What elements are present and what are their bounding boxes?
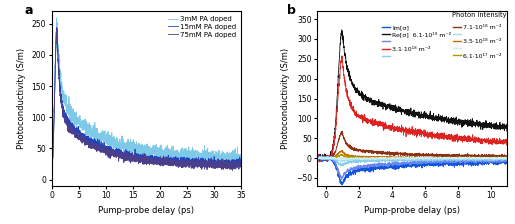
3mM PA doped (46, 177, 52, 179)
15mM PA doped (134, 154, 141, 157)
75mM PA doped (233, 164, 239, 166)
Y-axis label: Photoconductivity (S/m): Photoconductivity (S/m) (17, 48, 26, 149)
15mM PA doped (233, 166, 239, 169)
Line: 3mM PA doped: 3mM PA doped (49, 18, 242, 187)
75mM PA doped (46, 180, 52, 183)
Text: Photon intensity: Photon intensity (452, 12, 506, 18)
15mM PA doped (46, 180, 52, 182)
X-axis label: Pump-probe delay (ps): Pump-probe delay (ps) (98, 206, 195, 215)
Y-axis label: Photoconductivity (S/m): Photoconductivity (S/m) (281, 48, 290, 149)
3mM PA doped (140, 151, 146, 154)
3mM PA doped (56, 58, 62, 60)
3mM PA doped (233, 156, 239, 159)
3mM PA doped (198, 162, 204, 165)
Text: b: b (287, 4, 296, 17)
15mM PA doped (54, 26, 60, 29)
15mM PA doped (56, 71, 62, 74)
75mM PA doped (46, 183, 53, 186)
Legend: 3mM PA doped, 15mM PA doped, 75mM PA doped: 3mM PA doped, 15mM PA doped, 75mM PA dop… (166, 15, 238, 39)
75mM PA doped (140, 162, 146, 164)
3mM PA doped (54, 17, 60, 19)
3mM PA doped (233, 159, 239, 161)
Line: 15mM PA doped: 15mM PA doped (49, 28, 242, 185)
15mM PA doped (140, 155, 146, 157)
X-axis label: Pump-probe delay (ps): Pump-probe delay (ps) (364, 206, 460, 215)
3mM PA doped (47, 185, 53, 188)
15mM PA doped (198, 162, 204, 165)
15mM PA doped (233, 163, 239, 166)
15mM PA doped (238, 161, 245, 164)
75mM PA doped (198, 164, 204, 167)
3mM PA doped (134, 153, 141, 155)
15mM PA doped (48, 184, 54, 187)
75mM PA doped (238, 166, 245, 168)
75mM PA doped (54, 27, 60, 30)
75mM PA doped (56, 74, 62, 77)
75mM PA doped (134, 157, 141, 160)
Text: a: a (25, 4, 33, 17)
75mM PA doped (233, 166, 239, 169)
Line: 75mM PA doped: 75mM PA doped (49, 29, 242, 185)
3mM PA doped (238, 160, 245, 163)
Legend: Im[σ], Re[σ]  6.1·10¹⁹ m⁻²,  , 3.1·10¹⁸ m⁻²,  , 7.1·10¹⁸ m⁻²,  , 3.5·10¹⁸ m⁻²,  : Im[σ], Re[σ] 6.1·10¹⁹ m⁻², , 3.1·10¹⁸ m⁻… (380, 22, 504, 61)
